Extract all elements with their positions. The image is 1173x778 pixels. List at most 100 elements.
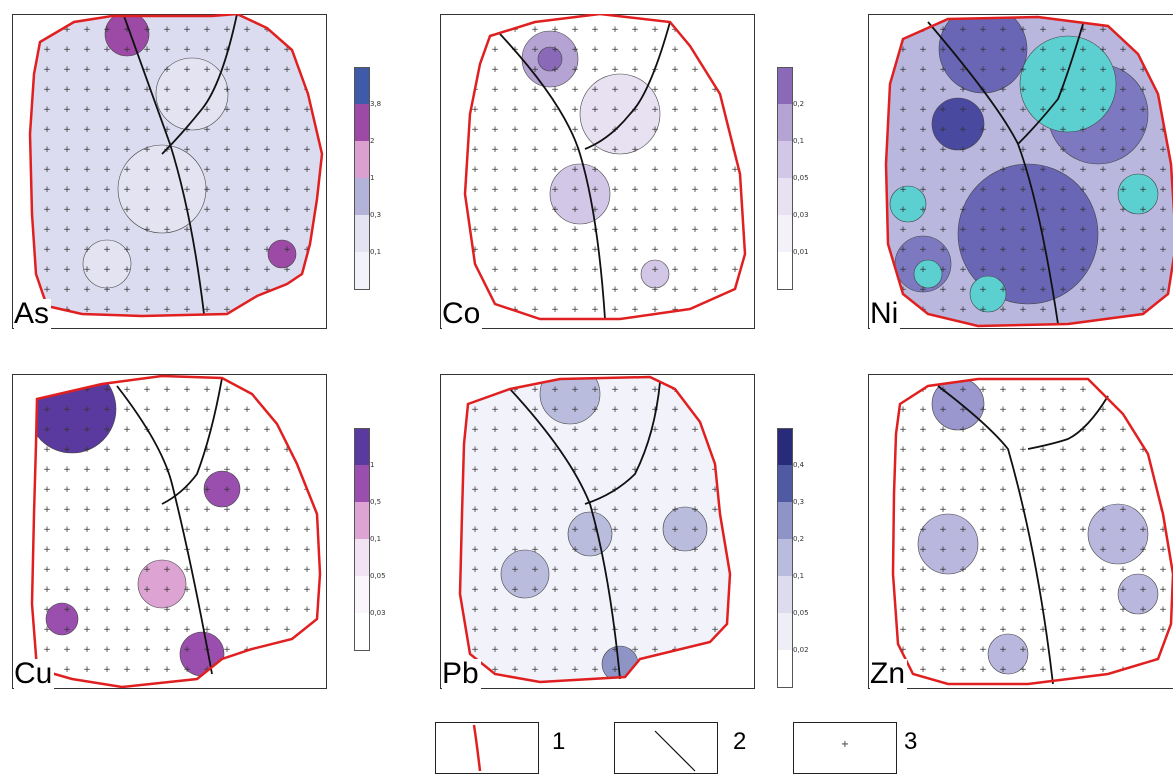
sample-point: +	[651, 545, 659, 555]
sample-point: +	[183, 25, 191, 35]
sample-point: +	[163, 525, 171, 535]
sample-point: +	[631, 125, 639, 135]
sample-point: +	[1119, 305, 1127, 315]
sample-point: +	[691, 85, 699, 95]
sample-point: +	[919, 265, 927, 275]
sample-point: +	[1159, 285, 1167, 295]
sample-point: +	[103, 485, 111, 495]
sample-point: +	[531, 465, 539, 475]
sample-point: +	[491, 45, 499, 55]
sample-point: +	[1039, 505, 1047, 515]
sample-point: +	[471, 585, 479, 595]
sample-point: +	[691, 205, 699, 215]
sample-point: +	[1159, 605, 1167, 615]
sample-point: +	[243, 265, 251, 275]
sample-point: +	[1059, 305, 1067, 315]
sample-point: +	[511, 545, 519, 555]
sample-point: +	[611, 105, 619, 115]
sample-point: +	[1139, 205, 1147, 215]
sample-point: +	[731, 225, 739, 235]
sample-point: +	[671, 545, 679, 555]
colorbar-tick-label: 0,3	[370, 211, 381, 219]
sample-point: +	[491, 285, 499, 295]
sample-point: +	[143, 525, 151, 535]
sample-point: +	[1079, 65, 1087, 75]
sample-point: +	[899, 265, 907, 275]
sample-point: +	[939, 625, 947, 635]
sample-point: +	[63, 665, 71, 675]
sample-point: +	[283, 105, 291, 115]
sample-point: +	[979, 445, 987, 455]
sample-point: +	[551, 305, 559, 315]
colorbar-tick-label: 0,3	[793, 498, 804, 506]
sample-point: +	[531, 425, 539, 435]
sample-point: +	[163, 205, 171, 215]
sample-point: +	[163, 265, 171, 275]
sample-point: +	[263, 505, 271, 515]
sample-point: +	[631, 485, 639, 495]
sample-point: +	[919, 605, 927, 615]
sample-point: +	[899, 525, 907, 535]
sample-point: +	[1059, 585, 1067, 595]
sample-point: +	[691, 265, 699, 275]
sample-point: +	[83, 645, 91, 655]
sample-point: +	[939, 585, 947, 595]
sample-point: +	[1099, 605, 1107, 615]
sample-point: +	[263, 85, 271, 95]
sample-point: +	[103, 185, 111, 195]
sample-point: +	[671, 465, 679, 475]
sample-point: +	[183, 665, 191, 675]
sample-point: +	[551, 485, 559, 495]
sample-point: +	[511, 65, 519, 75]
sample-point: +	[631, 105, 639, 115]
sample-point: +	[43, 525, 51, 535]
sample-point: +	[511, 625, 519, 635]
sample-point: +	[999, 485, 1007, 495]
sample-point: +	[1019, 625, 1027, 635]
sample-point: +	[959, 145, 967, 155]
sample-point: +	[899, 165, 907, 175]
sample-point: +	[959, 545, 967, 555]
colorbar-tick-label: 0,05	[793, 174, 809, 182]
sample-point: +	[1059, 445, 1067, 455]
sample-point: +	[1019, 225, 1027, 235]
sample-point: +	[303, 125, 311, 135]
sample-point: +	[263, 205, 271, 215]
sample-point: +	[1119, 445, 1127, 455]
sample-point: +	[1039, 145, 1047, 155]
sample-point: +	[531, 585, 539, 595]
sample-point: +	[1019, 645, 1027, 655]
sample-point: +	[223, 245, 231, 255]
sample-point: +	[631, 45, 639, 55]
sample-point: +	[83, 245, 91, 255]
sample-point: +	[591, 165, 599, 175]
sample-point: +	[43, 265, 51, 275]
sample-point: +	[511, 105, 519, 115]
sample-point: +	[959, 45, 967, 55]
sample-point: +	[959, 385, 967, 395]
low-value-contour	[914, 260, 942, 288]
map-as: ++++++++++++++++++++++++++++++++++++++++…	[12, 14, 327, 329]
colorbar-segment	[354, 465, 370, 502]
sample-point: +	[511, 245, 519, 255]
sample-point: +	[491, 565, 499, 575]
sample-point: +	[979, 605, 987, 615]
sample-point: +	[1079, 185, 1087, 195]
sample-point: +	[243, 25, 251, 35]
sample-point: +	[1059, 465, 1067, 475]
sample-point: +	[143, 25, 151, 35]
sample-point: +	[1119, 285, 1127, 295]
sample-point: +	[1059, 425, 1067, 435]
sample-point: +	[283, 225, 291, 235]
sample-point: +	[183, 465, 191, 475]
sample-point: +	[939, 405, 947, 415]
sample-point: +	[303, 545, 311, 555]
sample-point: +	[183, 285, 191, 295]
sample-point: +	[103, 225, 111, 235]
sample-point: +	[143, 225, 151, 235]
sample-point: +	[919, 245, 927, 255]
sample-point: +	[691, 465, 699, 475]
sample-point: +	[243, 605, 251, 615]
sample-point: +	[711, 125, 719, 135]
sample-point: +	[631, 625, 639, 635]
